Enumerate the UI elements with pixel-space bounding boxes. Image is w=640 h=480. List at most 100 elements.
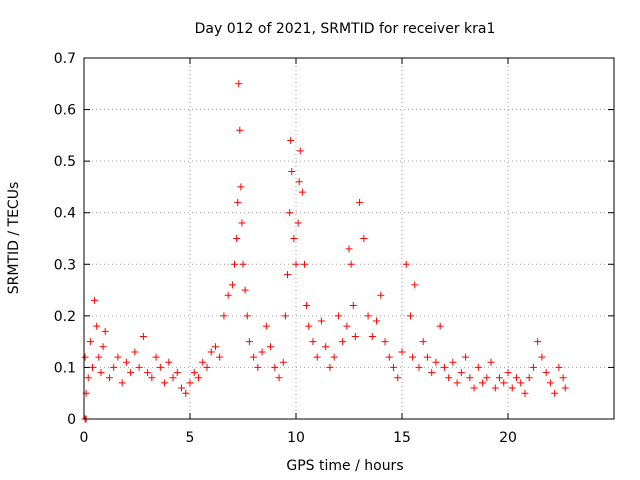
data-point bbox=[245, 338, 253, 346]
data-point bbox=[237, 183, 245, 191]
data-point bbox=[135, 363, 143, 371]
data-point bbox=[483, 374, 491, 382]
data-point bbox=[241, 286, 249, 294]
y-axis-label: SRMTID / TECUs bbox=[6, 182, 22, 295]
data-point bbox=[349, 302, 357, 310]
data-point bbox=[161, 379, 169, 387]
data-point bbox=[298, 188, 306, 196]
data-point bbox=[561, 384, 569, 392]
data-point bbox=[169, 374, 177, 382]
data-point bbox=[110, 363, 118, 371]
data-point bbox=[457, 369, 465, 377]
data-point bbox=[203, 363, 211, 371]
data-point bbox=[525, 374, 533, 382]
data-point bbox=[487, 358, 495, 366]
x-tick-label: 5 bbox=[186, 430, 195, 446]
data-point bbox=[559, 374, 567, 382]
data-point bbox=[542, 369, 550, 377]
data-point bbox=[190, 369, 198, 377]
axis-ticks: 0 0.1 0.2 0.3 0.4 0.5 0.6 0.7 0 5 10 15 20 bbox=[54, 51, 614, 446]
data-point bbox=[114, 353, 122, 361]
data-point bbox=[496, 374, 504, 382]
data-point bbox=[449, 358, 457, 366]
data-point bbox=[364, 312, 372, 320]
data-point bbox=[239, 260, 247, 268]
data-point bbox=[385, 353, 393, 361]
data-point bbox=[491, 384, 499, 392]
data-point bbox=[284, 271, 292, 279]
data-point bbox=[360, 235, 368, 242]
data-point bbox=[555, 363, 563, 371]
data-point bbox=[373, 317, 381, 325]
data-point bbox=[394, 374, 402, 382]
data-point bbox=[453, 379, 461, 387]
data-point bbox=[300, 260, 308, 268]
data-point bbox=[144, 369, 152, 377]
data-point bbox=[508, 384, 516, 392]
data-point bbox=[93, 322, 101, 330]
data-point bbox=[275, 374, 283, 382]
data-point bbox=[423, 353, 431, 361]
data-point bbox=[236, 126, 244, 134]
data-point bbox=[199, 358, 207, 366]
data-point bbox=[415, 363, 423, 371]
data-point bbox=[313, 353, 321, 361]
data-point bbox=[294, 219, 302, 227]
y-tick-label: 0.2 bbox=[54, 309, 76, 325]
data-point bbox=[398, 348, 406, 356]
data-point bbox=[309, 338, 317, 346]
data-point bbox=[182, 389, 190, 397]
data-point bbox=[165, 358, 173, 366]
data-point bbox=[286, 209, 294, 217]
data-point bbox=[295, 178, 303, 186]
y-tick-label: 0 bbox=[67, 412, 76, 428]
data-point bbox=[290, 235, 298, 242]
data-point bbox=[228, 281, 236, 289]
y-tick-label: 0.6 bbox=[54, 103, 76, 119]
data-point bbox=[521, 389, 529, 397]
data-point bbox=[279, 358, 287, 366]
data-point bbox=[234, 198, 242, 206]
chart-title: Day 012 of 2021, SRMTID for receiver kra… bbox=[195, 21, 496, 37]
data-point bbox=[500, 379, 508, 387]
data-point bbox=[194, 374, 202, 382]
data-point bbox=[86, 338, 94, 346]
data-point bbox=[551, 389, 559, 397]
data-point bbox=[317, 317, 325, 325]
data-points bbox=[81, 80, 569, 423]
data-point bbox=[368, 332, 376, 340]
data-point bbox=[95, 353, 103, 361]
data-point bbox=[207, 348, 215, 356]
data-point bbox=[409, 353, 417, 361]
data-point bbox=[231, 260, 239, 268]
data-point bbox=[305, 322, 313, 330]
data-point bbox=[148, 374, 156, 382]
plot-frame bbox=[83, 57, 615, 420]
data-point bbox=[377, 291, 385, 299]
data-point bbox=[351, 332, 359, 340]
data-point bbox=[224, 291, 232, 299]
data-point bbox=[390, 363, 398, 371]
data-point bbox=[267, 343, 275, 351]
x-tick-label: 15 bbox=[393, 430, 411, 446]
data-point bbox=[334, 312, 342, 320]
data-point bbox=[105, 374, 113, 382]
data-point bbox=[529, 363, 537, 371]
data-point bbox=[479, 379, 487, 387]
data-point bbox=[91, 296, 99, 304]
data-point bbox=[254, 363, 262, 371]
data-point bbox=[99, 343, 107, 351]
data-point bbox=[292, 260, 300, 268]
data-point bbox=[152, 353, 160, 361]
x-tick-label: 10 bbox=[287, 430, 305, 446]
data-point bbox=[436, 322, 444, 330]
x-tick-label: 0 bbox=[80, 430, 89, 446]
data-point bbox=[534, 338, 542, 346]
y-tick-label: 0.3 bbox=[54, 257, 76, 273]
x-tick-label: 20 bbox=[499, 430, 517, 446]
data-point bbox=[345, 245, 353, 253]
data-point bbox=[139, 332, 147, 340]
data-point bbox=[127, 369, 135, 377]
